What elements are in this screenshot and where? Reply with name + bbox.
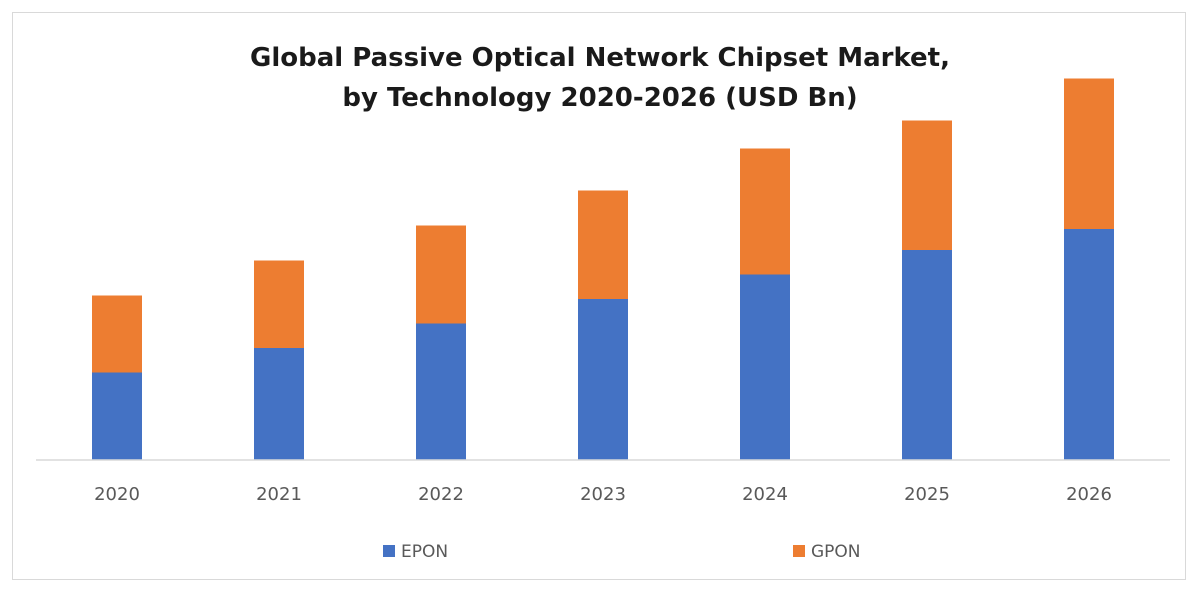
bar-epon-2020 [92,372,142,460]
bar-gpon-2026 [1064,78,1114,229]
bar-epon-2023 [578,299,628,460]
bar-gpon-2021 [254,260,304,348]
bar-gpon-2023 [578,190,628,299]
x-tick-label: 2021 [256,484,302,505]
bar-epon-2025 [902,250,952,460]
x-tick-label: 2026 [1066,484,1112,505]
legend-swatch-epon [383,545,395,557]
bars-layer [92,78,1114,460]
x-tick-label: 2022 [418,484,464,505]
x-tick-label: 2024 [742,484,788,505]
legend-label-epon: EPON [401,542,448,562]
x-tick-label: 2025 [904,484,950,505]
bar-gpon-2025 [902,120,952,250]
x-tick-label: 2020 [94,484,140,505]
x-tick-label: 2023 [580,484,626,505]
bar-epon-2026 [1064,229,1114,460]
bar-gpon-2020 [92,295,142,373]
legend: EPON GPON [383,542,861,562]
bar-gpon-2024 [740,148,790,275]
x-tick-labels: 2020 2021 2022 2023 2024 2025 2026 [94,484,1112,505]
chart-title: Global Passive Optical Network Chipset M… [0,38,1200,118]
bar-gpon-2022 [416,225,466,324]
legend-swatch-gpon [793,545,805,557]
chart-title-line-2: by Technology 2020-2026 (USD Bn) [342,83,858,113]
bar-epon-2022 [416,323,466,460]
chart-title-line-1: Global Passive Optical Network Chipset M… [250,43,950,73]
legend-label-gpon: GPON [811,542,861,562]
bar-epon-2024 [740,274,790,460]
bar-epon-2021 [254,348,304,460]
